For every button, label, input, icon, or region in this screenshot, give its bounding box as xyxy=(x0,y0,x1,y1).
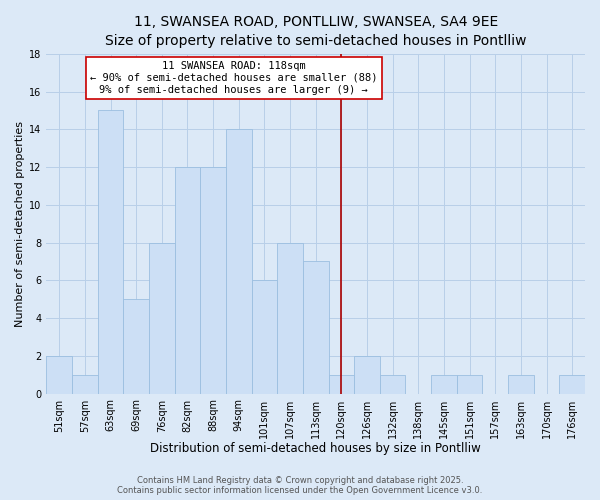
Bar xyxy=(124,299,149,394)
Bar xyxy=(277,242,303,394)
Text: Contains HM Land Registry data © Crown copyright and database right 2025.
Contai: Contains HM Land Registry data © Crown c… xyxy=(118,476,482,495)
Y-axis label: Number of semi-detached properties: Number of semi-detached properties xyxy=(15,120,25,326)
Bar xyxy=(200,167,226,394)
Bar xyxy=(149,242,175,394)
Title: 11, SWANSEA ROAD, PONTLLIW, SWANSEA, SA4 9EE
Size of property relative to semi-d: 11, SWANSEA ROAD, PONTLLIW, SWANSEA, SA4… xyxy=(105,15,526,48)
Bar xyxy=(251,280,277,394)
Bar xyxy=(329,374,354,394)
Bar xyxy=(226,130,251,394)
Bar xyxy=(457,374,482,394)
Bar xyxy=(508,374,534,394)
Bar xyxy=(380,374,406,394)
Bar xyxy=(98,110,124,394)
Bar xyxy=(72,374,98,394)
Bar xyxy=(46,356,72,394)
Bar xyxy=(175,167,200,394)
X-axis label: Distribution of semi-detached houses by size in Pontlliw: Distribution of semi-detached houses by … xyxy=(151,442,481,455)
Bar xyxy=(303,262,329,394)
Bar xyxy=(354,356,380,394)
Text: 11 SWANSEA ROAD: 118sqm
← 90% of semi-detached houses are smaller (88)
9% of sem: 11 SWANSEA ROAD: 118sqm ← 90% of semi-de… xyxy=(90,62,377,94)
Bar xyxy=(431,374,457,394)
Bar xyxy=(559,374,585,394)
